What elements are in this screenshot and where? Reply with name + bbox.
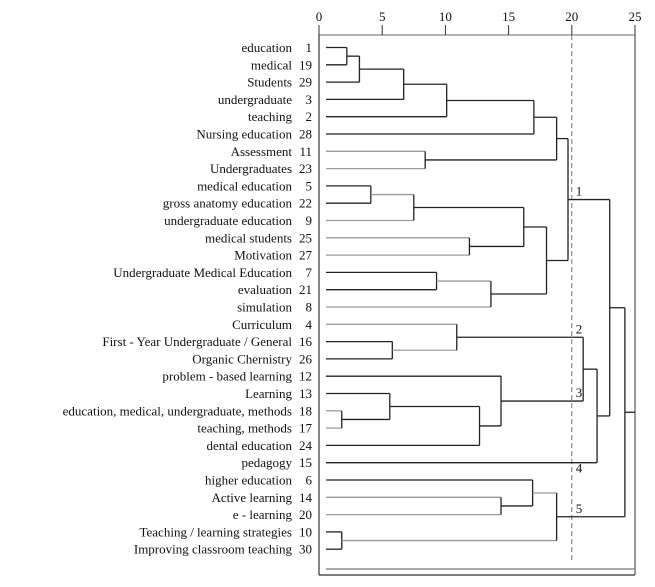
dendrogram-tree: [326, 46, 635, 550]
leaf-id: 4: [306, 317, 313, 332]
leaf-id: 19: [299, 57, 312, 72]
x-axis: 0 5 10 15 20 25: [316, 9, 642, 36]
leaf-label: education: [241, 40, 292, 55]
leaf-label: Active learning: [212, 490, 293, 505]
x-tick-label: 5: [379, 9, 386, 24]
leaf-label: medical education: [197, 178, 292, 193]
cluster-label-5: 5: [576, 501, 583, 516]
leaf-id: 10: [299, 524, 312, 539]
leaf-id: 11: [299, 144, 312, 159]
x-tick-label: 25: [629, 9, 642, 24]
plot-frame: [318, 35, 636, 576]
x-tick-label: 10: [439, 9, 452, 24]
leaf-id: 25: [299, 230, 312, 245]
x-tick-label: 0: [316, 9, 323, 24]
leaf-label: Nursing education: [196, 127, 292, 142]
leaf-label: undergraduate: [218, 92, 292, 107]
leaf-label: teaching, methods: [197, 421, 292, 436]
x-tick-label: 15: [502, 9, 515, 24]
leaf-id: 15: [299, 455, 312, 470]
leaf-label: Curriculum: [232, 317, 292, 332]
leaf-label: Improving classroom teaching: [134, 542, 293, 557]
leaf-label: Motivation: [234, 248, 292, 263]
leaf-id: 23: [299, 161, 312, 176]
leaf-label: e - learning: [233, 507, 293, 522]
leaf-label: Learning: [245, 386, 292, 401]
cluster-label-3: 3: [576, 385, 583, 400]
leaf-label: higher education: [205, 473, 292, 488]
leaf-label: simulation: [237, 300, 292, 315]
leaf-label: Organic Chernistry: [192, 351, 292, 366]
leaf-id: 22: [299, 196, 312, 211]
cluster-label-4: 4: [576, 461, 583, 476]
leaf-id: 6: [306, 473, 313, 488]
cluster-label-2: 2: [576, 321, 583, 336]
leaf-id: 13: [299, 386, 312, 401]
leaf-id: 14: [299, 490, 313, 505]
cluster-labels: 1 2 3 4 5: [576, 184, 583, 516]
leaf-id: 1: [306, 40, 313, 55]
leaf-label: medical: [251, 57, 293, 72]
leaf-label: Assessment: [231, 144, 293, 159]
leaf-id: 5: [306, 178, 313, 193]
leaf-label: evaluation: [238, 282, 293, 297]
leaf-label: undergraduate education: [164, 213, 292, 228]
x-tick-label: 20: [565, 9, 578, 24]
leaf-label: pedagogy: [241, 455, 292, 470]
leaf-id: 27: [299, 248, 313, 263]
leaf-id: 12: [299, 369, 312, 384]
leaf-id: 2: [306, 109, 313, 124]
leaf-id: 18: [299, 403, 312, 418]
leaf-id: 21: [299, 282, 312, 297]
leaf-id: 26: [299, 351, 313, 366]
leaf-label: Undergraduate Medical Education: [113, 265, 292, 280]
leaf-label: dental education: [206, 438, 292, 453]
leaf-id: 24: [299, 438, 313, 453]
leaf-label: medical students: [205, 230, 292, 245]
leaf-id: 17: [299, 421, 313, 436]
leaf-label: Teaching / learning strategies: [139, 524, 292, 539]
leaf-id: 28: [299, 127, 312, 142]
leaf-label: problem - based learning: [162, 369, 292, 384]
leaf-id: 16: [299, 334, 313, 349]
leaf-label: teaching: [248, 109, 293, 124]
leaf-id: 8: [306, 300, 313, 315]
cluster-label-1: 1: [576, 184, 583, 199]
leaf-label: Students: [247, 75, 292, 90]
leaf-id: 7: [306, 265, 313, 280]
leaf-label: gross anatomy education: [163, 196, 293, 211]
leaf-label: Undergraduates: [210, 161, 292, 176]
leaf-id: 9: [306, 213, 313, 228]
leaf-label: education, medical, undergraduate, metho…: [63, 403, 292, 418]
leaf-id: 29: [299, 75, 312, 90]
leaf-id: 30: [299, 542, 312, 557]
leaf-label: First - Year Undergraduate / General: [102, 334, 292, 349]
leaf-id: 3: [306, 92, 313, 107]
leaf-id: 20: [299, 507, 312, 522]
